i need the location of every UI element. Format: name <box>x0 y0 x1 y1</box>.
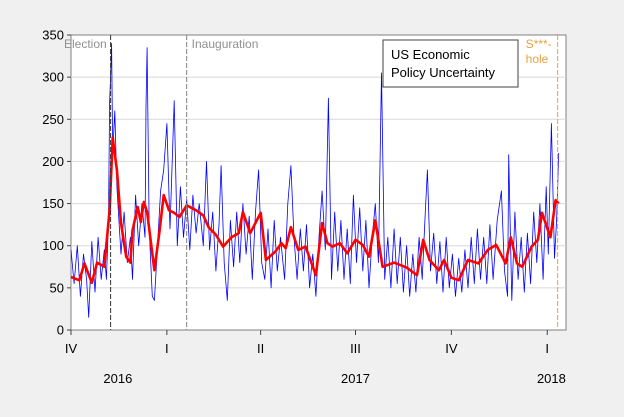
y-tick-label: 50 <box>50 280 64 295</box>
quarter-label: III <box>350 341 361 356</box>
y-tick-label: 300 <box>42 70 64 85</box>
annotation-label: S***- <box>526 37 552 51</box>
legend-line-1: US Economic <box>391 47 470 62</box>
annotation-label: hole <box>526 52 549 66</box>
y-tick-label: 0 <box>57 323 64 338</box>
y-tick-label: 150 <box>42 196 64 211</box>
moving-average-line <box>70 136 560 285</box>
year-label: 2016 <box>103 371 132 386</box>
daily-line <box>70 43 560 318</box>
quarter-label: I <box>545 341 549 356</box>
quarter-label: II <box>257 341 264 356</box>
legend-line-2: Policy Uncertainty <box>391 65 496 80</box>
quarter-label: IV <box>65 341 78 356</box>
y-tick-label: 250 <box>42 112 64 127</box>
quarter-label: I <box>165 341 169 356</box>
series-lines <box>70 43 560 318</box>
y-axis: 0 50 100 150 200 250 300 350 <box>42 28 71 338</box>
annotations: Election Inauguration S***-hole <box>64 35 559 330</box>
y-tick-label: 200 <box>42 154 64 169</box>
quarter-label: IV <box>445 341 458 356</box>
year-label: 2018 <box>537 371 566 386</box>
y-tick-label: 100 <box>42 238 64 253</box>
y-tick-label: 350 <box>42 28 64 43</box>
legend: US Economic Policy Uncertainty <box>382 39 519 88</box>
legend-box <box>382 39 519 88</box>
year-label: 2017 <box>341 371 370 386</box>
annotation-label: Election <box>64 37 107 51</box>
annotation-label: Inauguration <box>192 37 259 51</box>
